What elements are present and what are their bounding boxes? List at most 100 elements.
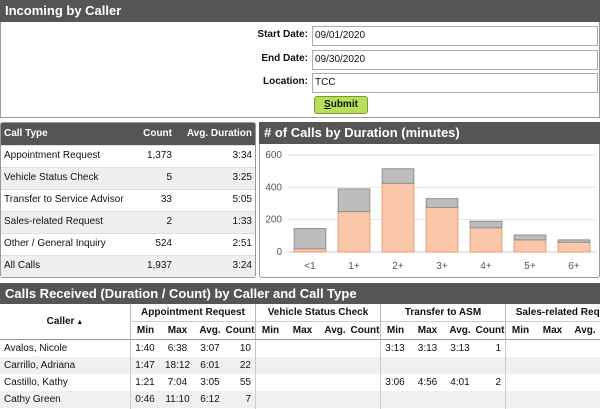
table-cell: Transfer to Service Advisor [4,191,134,209]
column-header: Count [120,125,172,143]
column-header: Avg. Duration [175,125,252,143]
table-cell: 1,937 [120,257,172,275]
table-cell: Avalos, Nicole [4,340,128,357]
column-group-header: Appointment Request [130,304,255,322]
column-header: Min [130,322,160,340]
column-header: Avg. [320,322,350,340]
table-cell: 2 [475,374,501,391]
table-cell: 1:21 [130,374,160,391]
column-group-header: Sales-related Request [505,304,600,322]
page-title: Incoming by Caller [0,0,600,22]
table-cell: 1,373 [120,147,172,165]
field-label: Start Date: [150,29,308,45]
column-header: Avg. [445,322,475,340]
table-cell: 6:01 [195,357,225,374]
field-label: End Date: [150,53,308,69]
column-header: Count [225,322,255,340]
column-header: Call Type [4,125,134,143]
column-header: Min [505,322,535,340]
chart: 0 200 400 600 <1 1+ 2+ 3+ 4+ 5+ 6+ [260,144,600,278]
x-tick-label: <1 [304,261,316,272]
column-divider [380,340,381,409]
field-label: Location: [150,76,308,92]
column-header: Min [380,322,410,340]
bar [558,240,590,242]
chart-title: # of Calls by Duration (minutes) [259,122,600,144]
table-cell: 4:01 [445,374,475,391]
column-header: Max [160,322,195,340]
table-cell: 11:10 [160,391,195,408]
x-tick-label: 5+ [524,261,536,272]
table-cell: 1:47 [130,357,160,374]
bar [294,229,326,249]
table-cell: 1 [475,340,501,357]
x-tick-label: 2+ [392,261,404,272]
table-cell: 2 [120,213,172,231]
table-cell: 10 [225,340,251,357]
table-cell: 1:33 [175,213,252,231]
x-tick-label: 3+ [436,261,448,272]
table-cell: 3:06 [380,374,410,391]
column-header: Max [535,322,570,340]
y-tick-label: 200 [265,215,282,226]
table-cell: Castillo, Kathy [4,374,128,391]
sortable-column-header[interactable]: Caller [0,313,130,331]
bar [382,169,414,184]
table-cell: 3:07 [195,340,225,357]
table-cell: 3:13 [445,340,475,357]
column-header: Avg. [570,322,600,340]
table-cell: 3:13 [410,340,445,357]
column-divider [505,340,506,409]
column-group-header: Transfer to ASM [380,304,505,322]
table-cell: 0:46 [130,391,160,408]
y-tick-label: 600 [265,150,282,161]
bar [470,228,502,252]
table-cell: 33 [120,191,172,209]
table-cell: 3:13 [380,340,410,357]
bar [382,183,414,252]
bar [426,208,458,252]
bar [558,242,590,252]
bar [338,212,370,252]
table-cell: Carrillo, Adriana [4,357,128,374]
table-cell: 7 [225,391,251,408]
bar [338,189,370,212]
table-cell: 55 [225,374,251,391]
caller-table-title: Calls Received (Duration / Count) by Cal… [0,283,600,304]
table-cell: Other / General Inquiry [4,235,134,253]
column-divider [255,340,256,409]
bar [470,221,502,227]
text-input[interactable]: 09/30/2020 [312,50,598,70]
x-tick-label: 4+ [480,261,492,272]
table-cell: 5 [120,169,172,187]
table-cell: 3:24 [175,257,252,275]
table-cell: 2:51 [175,235,252,253]
table-cell: 1:40 [130,340,160,357]
bar [514,240,546,252]
table-cell: 7:04 [160,374,195,391]
table-cell: 5:05 [175,191,252,209]
submit-button[interactable]: Submit [314,96,368,114]
table-cell: Appointment Request [4,147,134,165]
table-cell: Sales-related Request [4,213,134,231]
column-divider [130,340,131,409]
y-tick-label: 400 [265,182,282,193]
text-input[interactable]: 09/01/2020 [312,26,598,46]
table-cell: 4:56 [410,374,445,391]
table-cell: 524 [120,235,172,253]
table-cell: 3:25 [175,169,252,187]
y-tick-label: 0 [276,247,282,258]
text-input[interactable]: TCC [312,73,598,93]
x-tick-label: 1+ [348,261,360,272]
table-cell: 18:12 [160,357,195,374]
table-cell: Vehicle Status Check [4,169,134,187]
column-header: Min [255,322,285,340]
x-tick-label: 6+ [568,261,580,272]
column-header: Avg. [195,322,225,340]
column-header: Max [410,322,445,340]
column-header: Count [475,322,505,340]
table-cell: Cathy Green [4,391,128,408]
table-cell: 3:34 [175,147,252,165]
table-cell: 3:05 [195,374,225,391]
